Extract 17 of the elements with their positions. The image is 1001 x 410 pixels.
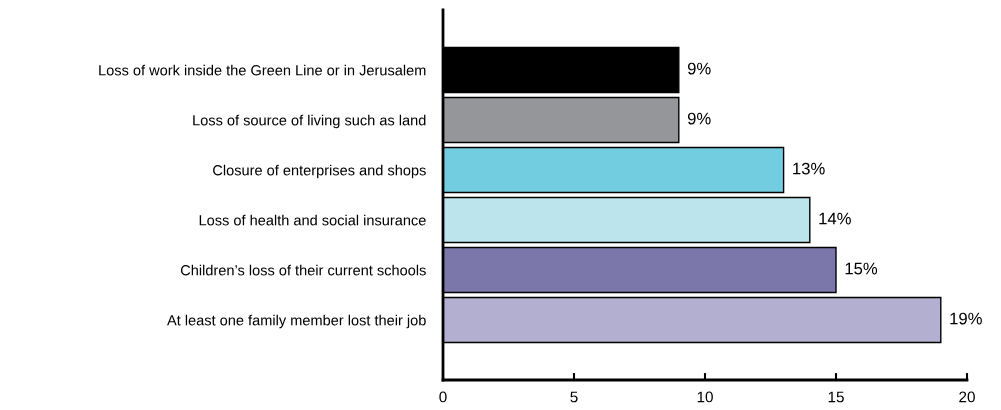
data-label: 19% bbox=[950, 312, 982, 325]
data-label: 13% bbox=[793, 162, 825, 175]
data-label: 15% bbox=[845, 262, 878, 275]
data-label: 9% bbox=[687, 62, 711, 75]
y-tick-label: Closure of enterprises and shops bbox=[213, 164, 426, 179]
y-tick-label: Loss of health and social insurance bbox=[199, 214, 426, 226]
y-tick-label: At least one family member lost their job bbox=[167, 314, 426, 329]
y-tick-label: Loss of work inside the Green Line or in Jerusalem bbox=[99, 64, 426, 76]
y-tick-label: Loss of source of living such as land bbox=[193, 114, 426, 129]
data-label: 9% bbox=[687, 112, 711, 125]
x-tick-label: 0 bbox=[439, 391, 447, 403]
x-tick-label: 5 bbox=[570, 391, 578, 403]
data-label: 14% bbox=[819, 212, 851, 225]
x-tick-label: 15 bbox=[828, 391, 844, 403]
x-tick-label: 20 bbox=[959, 391, 975, 403]
y-tick-label: Children’s loss of their current schools bbox=[180, 264, 426, 276]
x-tick-label: 10 bbox=[697, 391, 713, 403]
